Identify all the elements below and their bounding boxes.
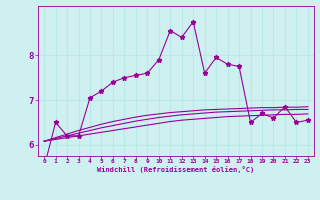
X-axis label: Windchill (Refroidissement éolien,°C): Windchill (Refroidissement éolien,°C)	[97, 166, 255, 173]
